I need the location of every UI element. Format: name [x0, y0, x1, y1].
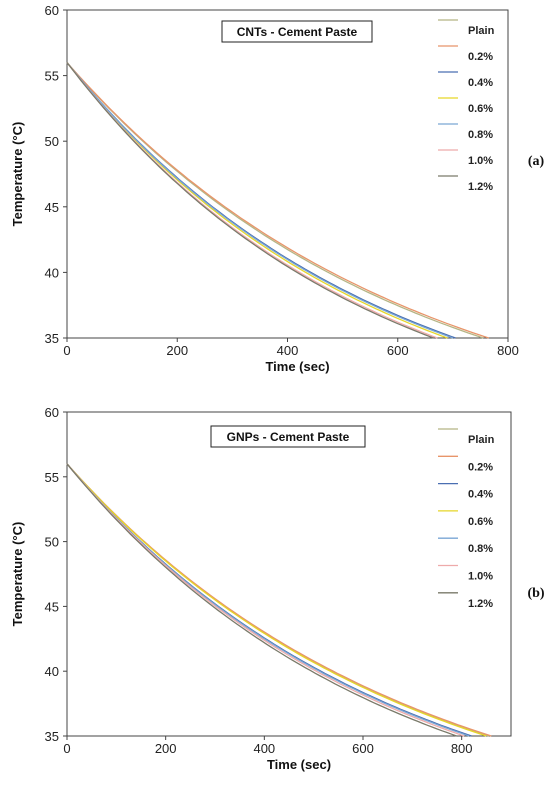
y-tick-label: 55 [45, 470, 59, 485]
series-line-0-2pct [66, 463, 492, 737]
plot-frame [66, 411, 512, 737]
legend-entry: 0.6% [468, 516, 493, 528]
legend-entry: 1.2% [468, 181, 493, 193]
legend-entry: 0.4% [468, 489, 493, 501]
series-line-1-2pct [66, 62, 434, 339]
y-tick-label: 60 [45, 3, 59, 18]
y-tick-label: 60 [45, 405, 59, 420]
x-tick-label: 600 [387, 343, 409, 358]
series-line-plain [66, 463, 489, 737]
x-tick-label: 400 [253, 741, 275, 756]
legend-entry: 0.8% [468, 129, 493, 141]
series-line-1-0pct [66, 463, 465, 737]
series-line-0-6pct [66, 463, 487, 737]
y-tick-label: 40 [45, 265, 59, 280]
legend-entry: Plain [468, 434, 495, 446]
legend-entry: 0.4% [468, 77, 493, 89]
series-line-0-4pct [66, 62, 456, 339]
x-axis-label: Time (sec) [265, 359, 329, 374]
y-tick-label: 35 [45, 729, 59, 744]
legend-entry: 1.0% [468, 155, 493, 167]
title-box [210, 425, 366, 448]
chart-a: 0 200 400 600 800 35 40 45 50 55 60 Time (sec) Tempe… [10, 3, 544, 374]
panel-label: (b) [527, 586, 544, 601]
x-axis-label: Time (sec) [267, 757, 331, 772]
plot-frame [66, 9, 509, 339]
legend-entry: 0.8% [468, 543, 493, 555]
legend-entry: 1.0% [468, 571, 493, 583]
x-tick-label: 800 [451, 741, 473, 756]
y-tick-label: 45 [45, 200, 59, 215]
chart-b: 0 200 400 600 800 35 40 45 50 55 60 Time (sec) Tempe… [10, 405, 545, 772]
y-tick-label: 50 [45, 134, 59, 149]
series-line-1-2pct [66, 463, 457, 737]
series-line-0-2pct [66, 62, 489, 339]
y-tick-label: 45 [45, 599, 59, 614]
x-tick-label: 600 [352, 741, 374, 756]
legend-entry: 0.6% [468, 103, 493, 115]
x-tick-label: 400 [277, 343, 299, 358]
chart-title: CNTs - Cement Paste [237, 25, 358, 39]
panel-label: (a) [528, 154, 545, 169]
y-tick-label: 55 [45, 69, 59, 84]
legend-entry: Plain [468, 25, 495, 37]
series-line-0-8pct [66, 463, 470, 737]
y-axis-label: Temperature (°C) [10, 122, 25, 227]
series-line-0-4pct [66, 463, 472, 737]
x-tick-label: 200 [166, 343, 188, 358]
legend-entry: 0.2% [468, 51, 493, 63]
series-line-plain [66, 62, 484, 339]
y-tick-label: 50 [45, 535, 59, 550]
x-tick-label: 0 [63, 343, 70, 358]
x-tick-label: 800 [497, 343, 519, 358]
x-tick-label: 0 [63, 741, 70, 756]
chart-title: GNPs - Cement Paste [227, 430, 350, 444]
legend-entry: 0.2% [468, 461, 493, 473]
series-line-0-6pct [66, 62, 448, 339]
y-axis-label: Temperature (°C) [10, 522, 25, 627]
x-tick-label: 200 [155, 741, 177, 756]
y-tick-label: 35 [45, 331, 59, 346]
legend-entry: 1.2% [468, 598, 493, 610]
title-box [221, 20, 373, 43]
y-tick-label: 40 [45, 664, 59, 679]
series-line-0-8pct [66, 62, 454, 339]
